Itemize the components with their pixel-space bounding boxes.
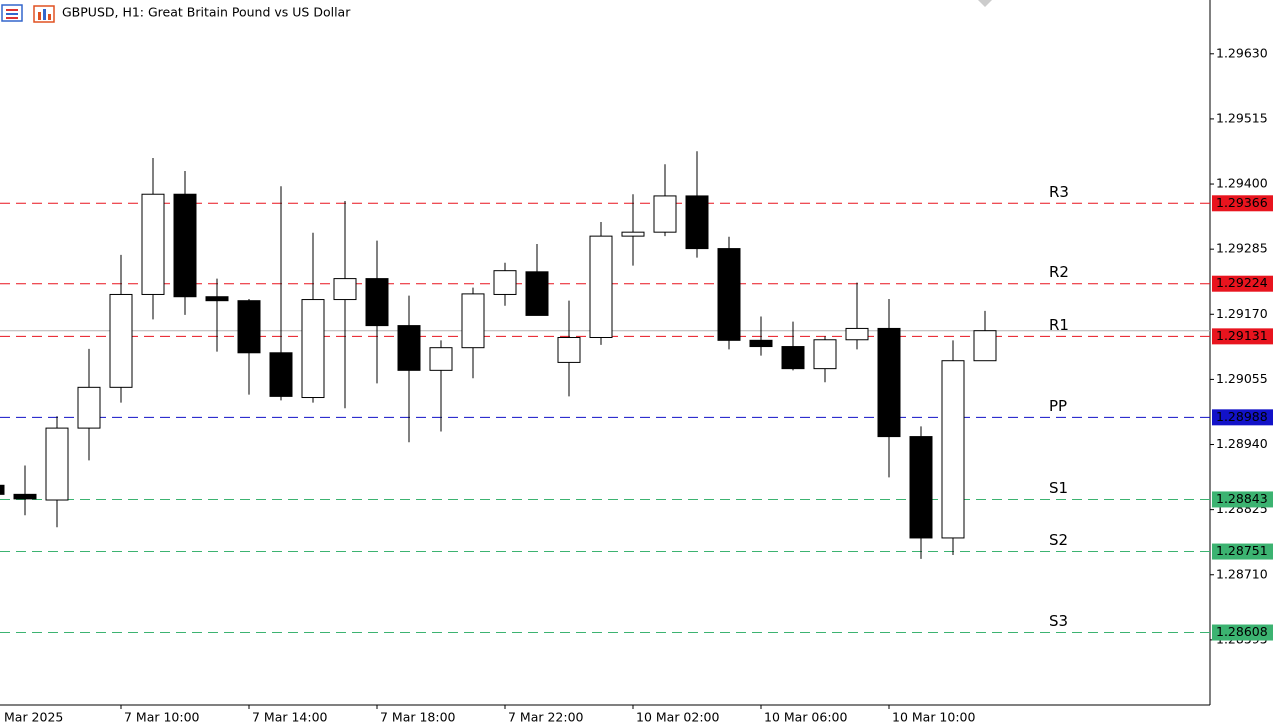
candle-body (269, 352, 293, 397)
x-tick-label: 10 Mar 02:00 (636, 710, 720, 725)
candle-body (461, 293, 485, 349)
candle-body (973, 330, 997, 362)
x-tick-label: 7 Mar 18:00 (380, 710, 456, 725)
candle-body (77, 386, 101, 429)
candle-body (525, 271, 549, 316)
pivot-value-box (1212, 543, 1273, 560)
candle-body (301, 299, 325, 399)
x-tick-label: 7 Mar 14:00 (252, 710, 328, 725)
candle-body (909, 436, 933, 539)
y-tick-label: 1.29285 (1216, 241, 1268, 256)
trade-marker (978, 0, 992, 7)
candle-body (205, 296, 229, 302)
candle-body (781, 346, 805, 370)
pivot-value: 1.28608 (1216, 624, 1268, 639)
candle-body (877, 327, 901, 438)
pivot-name: S2 (1049, 531, 1068, 549)
pivot-name: R3 (1049, 183, 1069, 201)
pivot-value: 1.29224 (1216, 275, 1268, 290)
x-tick-label: Mar 2025 (4, 710, 63, 725)
y-tick-label: 1.29055 (1216, 371, 1268, 386)
candle-body (941, 360, 965, 539)
pivot-value: 1.28751 (1216, 543, 1268, 558)
pivot-name: R1 (1049, 316, 1069, 334)
pivot-value: 1.28843 (1216, 491, 1268, 506)
candle-body (685, 195, 709, 250)
pivot-value: 1.28988 (1216, 409, 1268, 424)
candle-body (109, 293, 133, 388)
candle-body (653, 195, 677, 233)
candle-body (717, 248, 741, 341)
candle-body (13, 493, 37, 500)
y-tick-label: 1.29170 (1216, 306, 1268, 321)
pivot-name: S1 (1049, 479, 1068, 497)
candle-body (621, 231, 645, 237)
pivot-value-box (1212, 275, 1273, 292)
y-tick-label: 1.29400 (1216, 176, 1268, 191)
y-tick-label: 1.29515 (1216, 110, 1268, 125)
candle-body (493, 270, 517, 295)
header-icons (1, 4, 55, 23)
x-tick-label: 7 Mar 10:00 (124, 710, 200, 725)
candle-body (333, 278, 357, 301)
pivot-name: S3 (1049, 612, 1068, 630)
pivot-name: R2 (1049, 263, 1069, 281)
candle-body (397, 325, 421, 371)
y-tick-label: 1.28940 (1216, 436, 1268, 451)
candle-body (365, 278, 389, 327)
candle-body (429, 347, 453, 371)
x-tick-label: 10 Mar 10:00 (892, 710, 976, 725)
pivot-name: PP (1049, 397, 1067, 415)
candle-body (557, 336, 581, 363)
pivot-value-box (1212, 409, 1273, 426)
x-tick-label: 10 Mar 06:00 (764, 710, 848, 725)
y-tick-label: 1.29630 (1216, 45, 1268, 60)
candle-body (173, 193, 197, 298)
candle-body (845, 327, 869, 341)
chart-title: GBPUSD, H1: Great Britain Pound vs US Do… (62, 5, 351, 20)
candle-body (749, 339, 773, 348)
pivot-value-box (1212, 624, 1273, 641)
candle-body (589, 235, 613, 338)
pivot-value: 1.29131 (1216, 328, 1268, 343)
candle-body (813, 339, 837, 370)
pivot-value-box (1212, 491, 1273, 508)
pivot-value-box (1212, 328, 1273, 345)
candle-body (45, 427, 69, 501)
candle-body (237, 300, 261, 354)
y-tick-label: 1.28710 (1216, 566, 1268, 581)
candle-body (0, 484, 5, 495)
candle-body (141, 193, 165, 295)
pivot-value: 1.29366 (1216, 195, 1268, 210)
pivot-value-box (1212, 195, 1273, 212)
x-tick-label: 7 Mar 22:00 (508, 710, 584, 725)
